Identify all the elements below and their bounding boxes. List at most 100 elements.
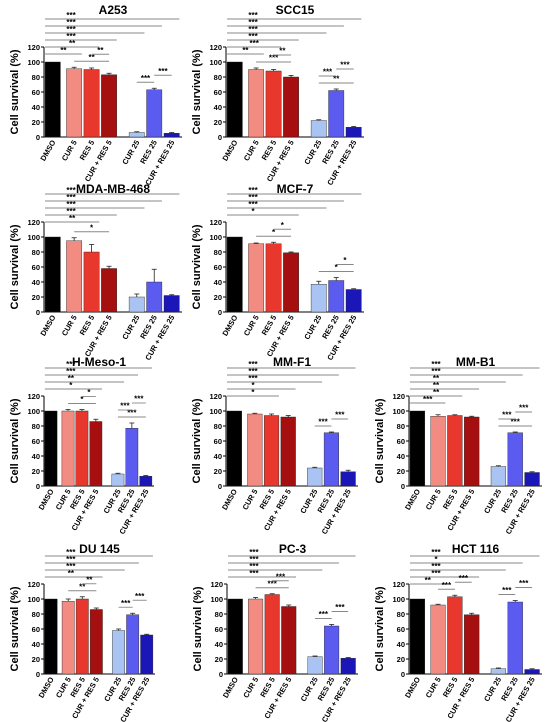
y-tick-label: 0 (218, 308, 222, 317)
bar (75, 410, 89, 487)
bar (264, 594, 280, 675)
significance-label: ** (433, 381, 440, 390)
y-tick-label: 0 (401, 482, 405, 491)
significance-label: *** (66, 32, 76, 41)
significance-label: ** (86, 575, 93, 584)
significance-label: *** (141, 74, 151, 83)
bar (226, 410, 242, 487)
significance-label: * (434, 555, 438, 564)
y-tick-label: 0 (36, 670, 40, 679)
y-tick-label: 0 (36, 308, 40, 317)
y-tick-label: 120 (392, 580, 405, 589)
significance-label: *** (66, 555, 76, 564)
significance-label: *** (66, 548, 76, 557)
significance-label: *** (248, 32, 258, 41)
y-tick-label: 40 (214, 278, 222, 287)
significance-label: *** (158, 67, 168, 76)
significance-label: ** (242, 46, 249, 55)
y-tick-label: 20 (215, 655, 223, 664)
y-tick-label: 100 (27, 58, 40, 67)
y-tick-label: 120 (27, 392, 40, 401)
y-tick-label: 120 (209, 218, 222, 227)
significance-label: *** (431, 360, 441, 369)
significance-label: *** (249, 555, 259, 564)
significance-label: *** (248, 186, 258, 195)
y-axis-label: Cell survival (%) (192, 586, 204, 671)
x-tick-label: CUR 5 (242, 314, 261, 338)
bar (248, 69, 265, 138)
significance-label: * (80, 395, 84, 404)
bar (310, 284, 327, 313)
bar (283, 252, 299, 313)
y-tick-label: 0 (219, 670, 223, 679)
significance-label: *** (319, 610, 329, 619)
bar (409, 410, 426, 487)
bar (324, 625, 340, 675)
y-tick-label: 20 (397, 467, 405, 476)
significance-label: * (281, 221, 285, 230)
bar (524, 472, 540, 487)
y-tick-label: 40 (32, 103, 40, 112)
significance-label: *** (323, 68, 333, 77)
bar (263, 415, 280, 487)
significance-label: *** (249, 569, 259, 578)
bar (44, 598, 58, 675)
bar (44, 61, 61, 138)
x-tick-label: DMSO (220, 487, 239, 511)
bar (345, 289, 362, 313)
bar (163, 133, 180, 138)
significance-label: *** (249, 562, 259, 571)
bar (430, 416, 446, 487)
significance-label: * (90, 223, 94, 232)
significance-label: *** (248, 367, 258, 376)
significance-label: * (272, 228, 276, 237)
y-tick-label: 80 (32, 73, 40, 82)
y-tick-label: 20 (32, 293, 40, 302)
y-tick-label: 120 (209, 392, 222, 401)
bar (464, 416, 480, 487)
significance-label: * (69, 381, 73, 390)
bar (61, 601, 75, 675)
significance-label: *** (66, 18, 76, 27)
significance-label: ** (69, 39, 76, 48)
bar (126, 614, 140, 675)
bar (226, 236, 243, 313)
bar (328, 280, 345, 313)
bar (464, 614, 480, 675)
significance-label: *** (431, 367, 441, 376)
bar (524, 669, 540, 675)
chart-title: A253 (99, 3, 128, 17)
bar (490, 668, 507, 675)
y-tick-label: 80 (32, 422, 40, 431)
y-tick-label: 20 (214, 467, 222, 476)
bar (75, 598, 89, 675)
significance-label: * (343, 256, 347, 265)
significance-label: *** (249, 548, 259, 557)
significance-label: * (335, 263, 339, 272)
y-tick-label: 60 (32, 88, 40, 97)
significance-label: ** (79, 582, 86, 591)
significance-label: *** (248, 25, 258, 34)
chart-panel: H-Meso-1 Cell survival (%) 0 20 40 60 80 100 120… (9, 355, 154, 536)
y-axis-label: Cell survival (%) (9, 224, 21, 309)
bar (310, 120, 327, 138)
y-axis-label: Cell survival (%) (9, 398, 21, 483)
bar (490, 466, 507, 487)
significance-label: ** (97, 46, 104, 55)
significance-label: *** (340, 61, 350, 70)
bar (226, 61, 243, 138)
y-tick-label: 120 (27, 43, 40, 52)
y-tick-label: 120 (27, 580, 40, 589)
bar (101, 74, 117, 138)
y-axis-label: Cell survival (%) (374, 398, 386, 483)
significance-label: ** (333, 75, 340, 84)
y-tick-label: 60 (32, 437, 40, 446)
bar (265, 70, 282, 138)
significance-label: *** (269, 54, 279, 63)
significance-label: *** (519, 579, 529, 588)
chart-panel: MM-F1 Cell survival (%) 0 20 40 60 80 100 120 DMS… (191, 355, 358, 536)
bar (125, 428, 139, 487)
bar (61, 410, 75, 487)
bar (247, 413, 263, 487)
